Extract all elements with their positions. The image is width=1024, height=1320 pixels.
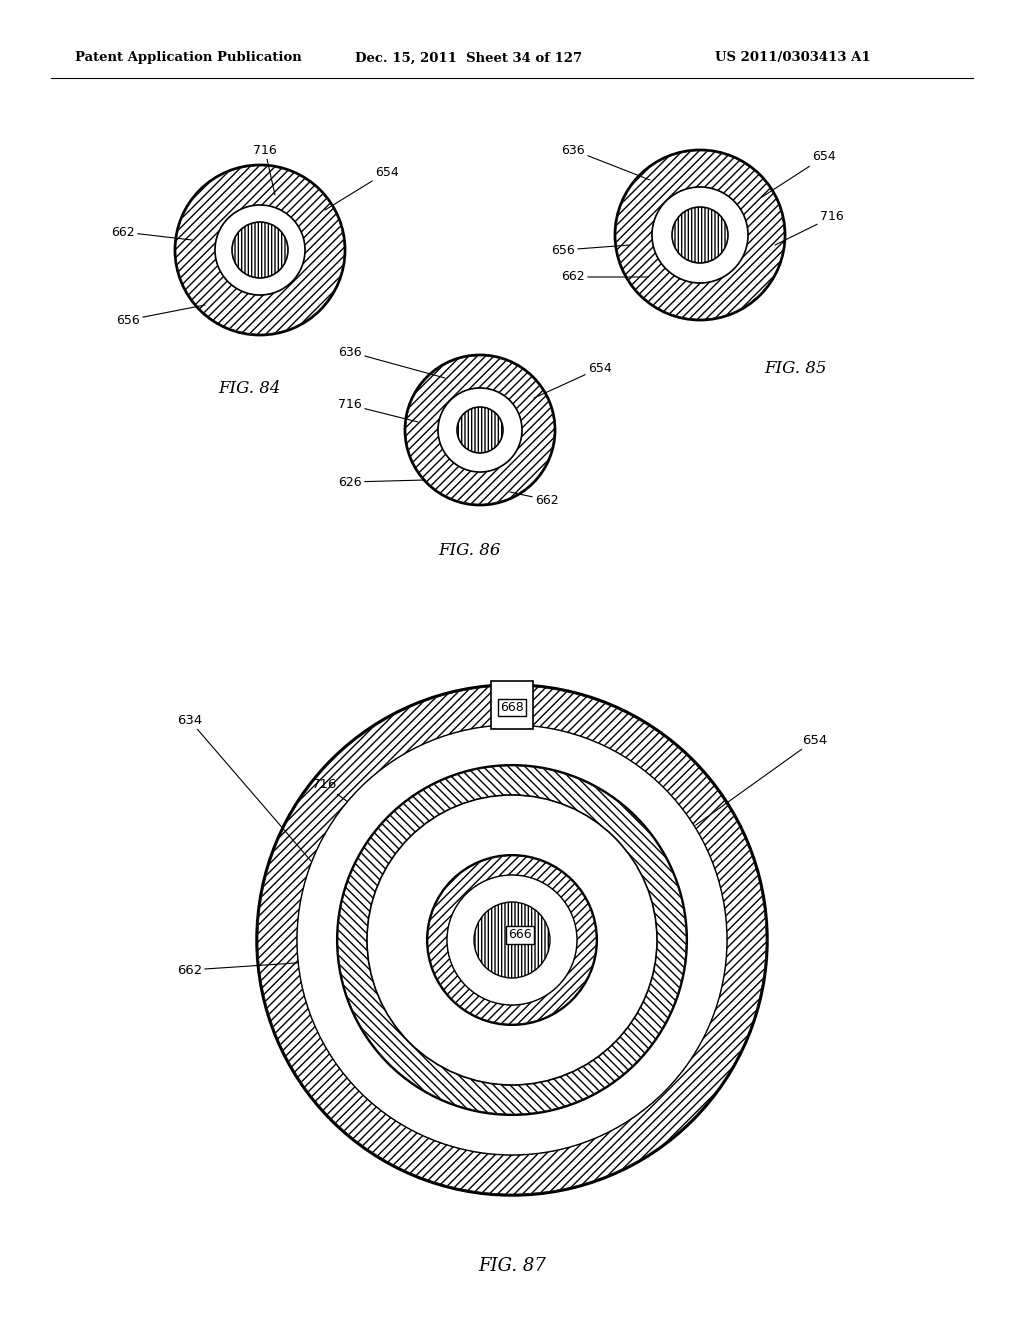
Text: Dec. 15, 2011  Sheet 34 of 127: Dec. 15, 2011 Sheet 34 of 127 [355, 51, 582, 65]
Text: 716: 716 [338, 399, 418, 422]
Text: 716: 716 [311, 779, 439, 867]
Text: 654: 654 [695, 734, 827, 825]
Text: FIG. 86: FIG. 86 [438, 543, 502, 558]
Circle shape [427, 855, 597, 1026]
Text: 716: 716 [775, 210, 844, 246]
Circle shape [672, 207, 728, 263]
Circle shape [367, 795, 657, 1085]
Text: 662: 662 [510, 492, 559, 507]
Text: 626: 626 [338, 475, 425, 488]
Text: US 2011/0303413 A1: US 2011/0303413 A1 [715, 51, 870, 65]
Text: 654: 654 [325, 165, 398, 210]
Circle shape [215, 205, 305, 294]
Text: 636: 636 [338, 346, 445, 378]
Text: 656: 656 [551, 243, 630, 256]
Text: 662: 662 [112, 226, 193, 240]
Circle shape [257, 685, 767, 1195]
Text: 654: 654 [534, 362, 611, 399]
Text: FIG. 85: FIG. 85 [764, 360, 826, 378]
FancyBboxPatch shape [490, 681, 534, 729]
Circle shape [457, 407, 503, 453]
Circle shape [447, 875, 577, 1005]
Text: 656: 656 [117, 305, 205, 326]
Circle shape [615, 150, 785, 319]
Text: Patent Application Publication: Patent Application Publication [75, 51, 302, 65]
Circle shape [297, 725, 727, 1155]
Circle shape [175, 165, 345, 335]
Text: 668: 668 [500, 701, 524, 714]
Text: 716: 716 [253, 144, 276, 195]
Text: 662: 662 [398, 1015, 538, 1092]
Circle shape [232, 222, 288, 279]
Text: 654: 654 [762, 150, 836, 197]
Circle shape [337, 766, 687, 1115]
Text: 636: 636 [561, 144, 650, 180]
Text: 634: 634 [177, 714, 313, 863]
Text: 662: 662 [177, 961, 318, 977]
Text: FIG. 84: FIG. 84 [219, 380, 282, 397]
Circle shape [406, 355, 555, 506]
Circle shape [438, 388, 522, 473]
Text: 656: 656 [316, 991, 465, 1036]
Circle shape [652, 187, 748, 282]
Text: 662: 662 [561, 271, 648, 284]
Text: FIG. 87: FIG. 87 [478, 1257, 546, 1275]
Text: 666: 666 [508, 928, 531, 941]
Circle shape [474, 902, 550, 978]
